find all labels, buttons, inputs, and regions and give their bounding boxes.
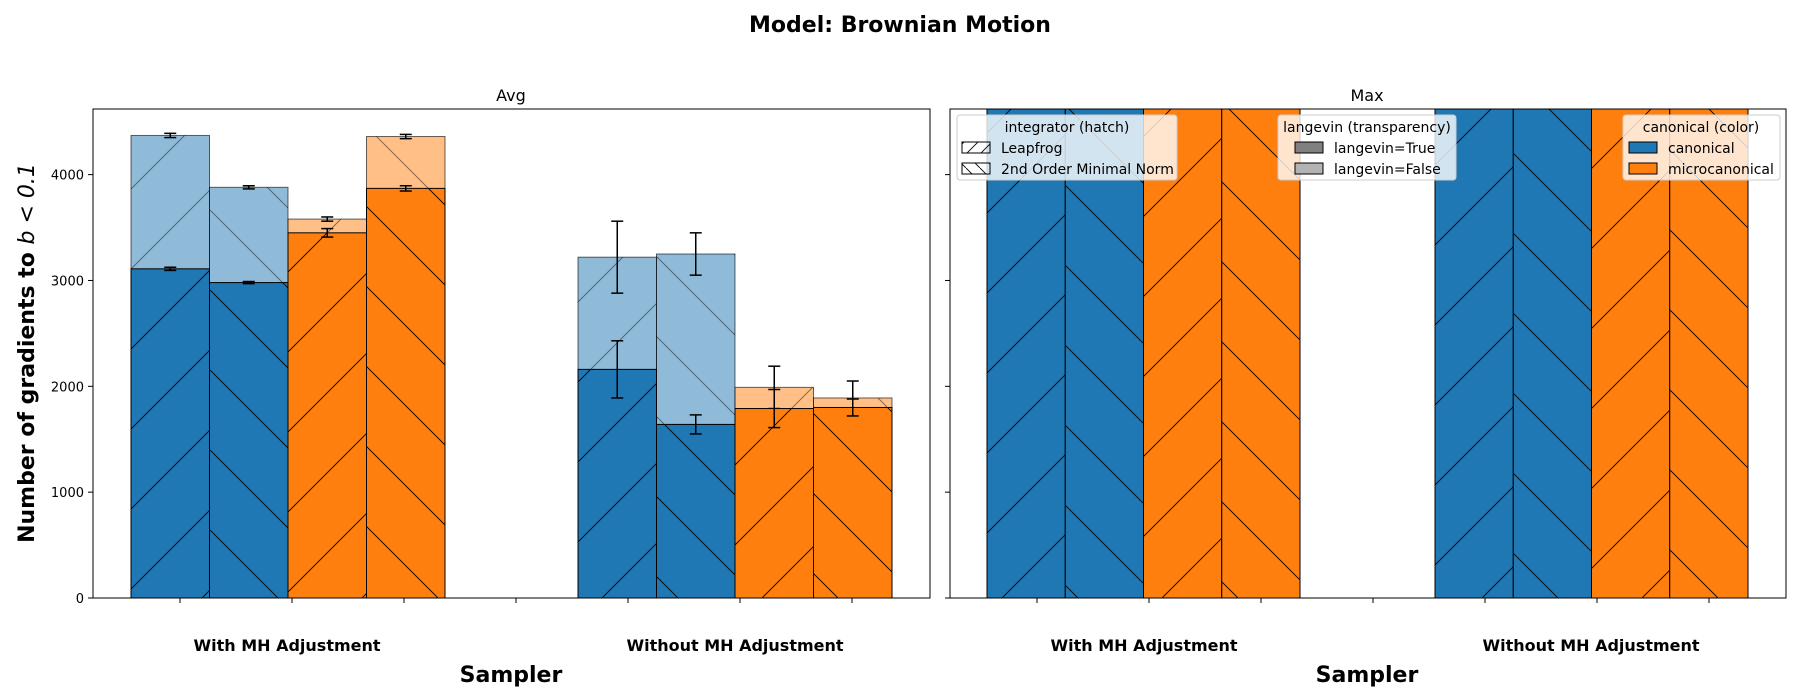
legend-canonical-label: canonical	[1668, 141, 1735, 157]
bar-hatch	[1065, 109, 1144, 598]
y-tick-label: 3000	[51, 274, 84, 289]
bar-hatch	[1435, 109, 1514, 598]
bar	[1512, 109, 1592, 598]
panel-avg: Avg 0 1000 2000 3000 4000 With MH Adjustment…	[51, 86, 931, 688]
legend-canonical: canonical (color) canonical microcanonic…	[1622, 114, 1781, 181]
bar	[734, 408, 814, 598]
max-axes	[945, 174, 1710, 603]
bar-hatch	[209, 282, 288, 598]
legend-minimal-norm-swatch	[961, 162, 991, 175]
bar-hatch	[1143, 109, 1222, 598]
bar	[1221, 109, 1301, 598]
avg-x-axis-label: Sampler	[460, 663, 563, 688]
error-bar	[164, 132, 177, 139]
y-tick-label: 2000	[51, 380, 84, 395]
error-bar	[689, 414, 702, 435]
bar-edge	[1221, 109, 1301, 598]
y-tick-label: 4000	[51, 169, 84, 184]
panel-max-title: Max	[1350, 86, 1383, 105]
bar-hatch	[1669, 109, 1748, 598]
error-bar	[846, 398, 859, 417]
bar	[1143, 109, 1223, 598]
error-bar	[399, 133, 412, 140]
legend-langevin: langevin (transparency) langevin=True la…	[1277, 114, 1457, 181]
y-axis-label-text: Number of gradients to	[15, 244, 40, 542]
error-bar	[164, 266, 177, 272]
legend-canonical-swatch	[1628, 141, 1658, 154]
bar	[209, 282, 289, 598]
legend-canonical-box	[1622, 114, 1781, 181]
legend-leapfrog-swatch	[961, 141, 991, 154]
max-x-axis-label: Sampler	[1316, 663, 1419, 688]
legend-langevin-false-swatch	[1294, 162, 1324, 175]
y-tick-label: 1000	[51, 486, 84, 501]
bar-hatch	[1221, 109, 1300, 598]
legend-integrator: integrator (hatch) Leapfrog 2nd Order Mi…	[956, 114, 1178, 181]
bar-hatch	[656, 424, 735, 598]
bar-hatch	[578, 369, 657, 598]
panel-max: Max With MH Adjustment Without MH Adjust…	[945, 86, 1787, 688]
bar	[577, 368, 657, 598]
bar	[1064, 109, 1144, 598]
bar	[1434, 109, 1514, 598]
bar-hatch	[1591, 109, 1670, 598]
y-axis-label-math: b < 0.1	[15, 163, 40, 244]
legend-integrator-title: integrator (hatch)	[1005, 120, 1130, 136]
legend-microcanonical-swatch	[1628, 162, 1658, 175]
bar	[813, 406, 893, 598]
y-tick-label: 0	[76, 592, 84, 607]
bar	[986, 109, 1066, 598]
legend-langevin-title: langevin (transparency)	[1283, 120, 1451, 136]
max-category-label-0: With MH Adjustment	[1050, 636, 1237, 655]
bar-hatch	[366, 188, 445, 598]
error-bar	[611, 340, 624, 399]
y-axis-label: Number of gradients to b < 0.1	[15, 163, 40, 543]
legend-minimal-norm-label: 2nd Order Minimal Norm	[1001, 162, 1174, 178]
max-bars	[986, 109, 1749, 598]
max-category-label-1: Without MH Adjustment	[1482, 636, 1699, 655]
panel-avg-title: Avg	[496, 86, 526, 105]
legend-canonical-title: canonical (color)	[1643, 120, 1760, 136]
bar-hatch	[987, 109, 1066, 598]
error-bar	[321, 227, 334, 238]
legend-microcanonical-label: microcanonical	[1668, 162, 1774, 178]
bar-hatch	[131, 268, 210, 598]
error-bar	[768, 388, 781, 429]
bar-edge	[1669, 109, 1749, 598]
legend-leapfrog-label: Leapfrog	[1001, 141, 1062, 157]
panel-max-frame	[949, 108, 1787, 599]
bar-hatch	[813, 407, 892, 598]
error-bar	[689, 232, 702, 276]
bar	[1669, 109, 1749, 598]
bar	[366, 187, 446, 598]
avg-category-label-0: With MH Adjustment	[193, 636, 380, 655]
panel-avg-frame	[92, 108, 931, 599]
avg-axes: 0 1000 2000 3000 4000	[51, 169, 853, 607]
error-bar	[611, 220, 624, 294]
error-bar	[321, 216, 334, 222]
bar	[130, 268, 210, 598]
error-bar	[242, 280, 255, 285]
avg-category-label-1: Without MH Adjustment	[626, 636, 843, 655]
bar-hatch	[288, 232, 367, 598]
avg-bars	[130, 132, 893, 598]
legend-integrator-box	[956, 114, 1178, 181]
error-bar	[242, 184, 255, 190]
bar	[1591, 109, 1671, 598]
bar	[656, 423, 736, 598]
figure-title: Model: Brownian Motion	[749, 13, 1051, 38]
legend-langevin-true-label: langevin=True	[1334, 141, 1435, 157]
error-bar	[399, 184, 412, 192]
bar-hatch	[1513, 109, 1592, 598]
bar	[287, 232, 367, 598]
legend-langevin-true-swatch	[1294, 141, 1324, 154]
legend-langevin-false-label: langevin=False	[1334, 162, 1441, 178]
bar-hatch	[735, 408, 814, 598]
